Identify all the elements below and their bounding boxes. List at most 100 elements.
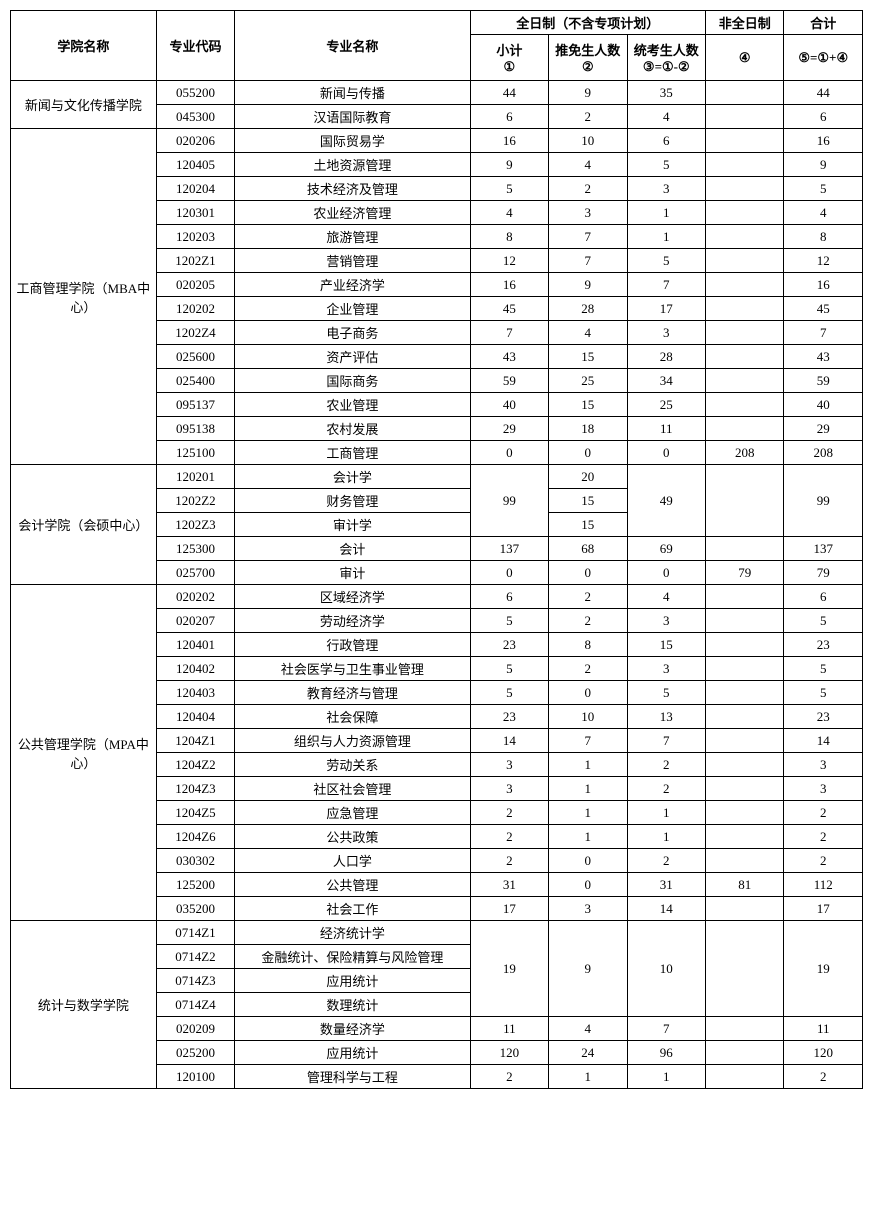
table-row: 统计与数学学院0714Z1经济统计学1991019: [11, 921, 863, 945]
cell-c5: 43: [784, 345, 863, 369]
cell-c2: 2: [549, 609, 627, 633]
cell-c4: [706, 1017, 784, 1041]
cell-c3: 96: [627, 1041, 705, 1065]
cell-c1: 2: [470, 801, 548, 825]
cell-c1: 99: [470, 465, 548, 537]
cell-c2: 7: [549, 225, 627, 249]
cell-c5: 4: [784, 201, 863, 225]
cell-c2: 15: [549, 393, 627, 417]
cell-major: 国际贸易学: [235, 129, 470, 153]
cell-c2: 8: [549, 633, 627, 657]
cell-major: 会计: [235, 537, 470, 561]
cell-c4: [706, 249, 784, 273]
cell-c3: 17: [627, 297, 705, 321]
cell-major: 劳动经济学: [235, 609, 470, 633]
cell-c3: 5: [627, 681, 705, 705]
cell-code: 020207: [156, 609, 234, 633]
cell-c5: 112: [784, 873, 863, 897]
cell-major: 技术经济及管理: [235, 177, 470, 201]
cell-code: 120403: [156, 681, 234, 705]
cell-c2: 1: [549, 753, 627, 777]
cell-c3: 5: [627, 153, 705, 177]
cell-college: 会计学院（会硕中心）: [11, 465, 157, 585]
cell-c4: [706, 681, 784, 705]
cell-c1: 5: [470, 609, 548, 633]
cell-major: 应用统计: [235, 1041, 470, 1065]
cell-code: 020202: [156, 585, 234, 609]
table-row: 公共管理学院（MPA中心）020202区域经济学6246: [11, 585, 863, 609]
cell-c5: 23: [784, 705, 863, 729]
cell-c3: 11: [627, 417, 705, 441]
cell-c5: 23: [784, 633, 863, 657]
cell-code: 125300: [156, 537, 234, 561]
cell-c4: [706, 297, 784, 321]
cell-c1: 12: [470, 249, 548, 273]
cell-c4: [706, 1041, 784, 1065]
cell-code: 0714Z4: [156, 993, 234, 1017]
cell-major: 审计: [235, 561, 470, 585]
cell-major: 农业管理: [235, 393, 470, 417]
cell-c5: 99: [784, 465, 863, 537]
cell-c3: 1: [627, 201, 705, 225]
cell-major: 公共管理: [235, 873, 470, 897]
cell-c4: [706, 105, 784, 129]
cell-c5: 9: [784, 153, 863, 177]
cell-c2: 4: [549, 153, 627, 177]
cell-c4: 79: [706, 561, 784, 585]
cell-c4: [706, 417, 784, 441]
cell-c1: 17: [470, 897, 548, 921]
cell-c3: 25: [627, 393, 705, 417]
cell-major: 汉语国际教育: [235, 105, 470, 129]
cell-c2: 2: [549, 105, 627, 129]
cell-c1: 2: [470, 849, 548, 873]
cell-code: 020205: [156, 273, 234, 297]
cell-c1: 2: [470, 825, 548, 849]
cell-c5: 2: [784, 825, 863, 849]
cell-c4: [706, 801, 784, 825]
cell-major: 经济统计学: [235, 921, 470, 945]
cell-c3: 1: [627, 801, 705, 825]
cell-code: 1202Z2: [156, 489, 234, 513]
cell-code: 045300: [156, 105, 234, 129]
cell-c3: 3: [627, 657, 705, 681]
cell-c4: [706, 369, 784, 393]
cell-c5: 8: [784, 225, 863, 249]
table-body: 新闻与文化传播学院055200新闻与传播4493544045300汉语国际教育6…: [11, 81, 863, 1089]
cell-c5: 19: [784, 921, 863, 1017]
cell-code: 1204Z6: [156, 825, 234, 849]
cell-c4: [706, 657, 784, 681]
cell-c1: 3: [470, 753, 548, 777]
cell-c4: [706, 585, 784, 609]
cell-c4: [706, 225, 784, 249]
cell-c4: [706, 705, 784, 729]
cell-code: 1202Z3: [156, 513, 234, 537]
cell-c4: [706, 729, 784, 753]
cell-c4: [706, 345, 784, 369]
cell-c2: 1: [549, 801, 627, 825]
cell-c2: 2: [549, 177, 627, 201]
cell-major: 组织与人力资源管理: [235, 729, 470, 753]
cell-code: 120402: [156, 657, 234, 681]
cell-c3: 14: [627, 897, 705, 921]
cell-major: 国际商务: [235, 369, 470, 393]
cell-c1: 43: [470, 345, 548, 369]
cell-c3: 3: [627, 321, 705, 345]
cell-c2: 68: [549, 537, 627, 561]
cell-code: 035200: [156, 897, 234, 921]
cell-code: 025400: [156, 369, 234, 393]
cell-major: 社区社会管理: [235, 777, 470, 801]
cell-c4: [706, 777, 784, 801]
cell-c1: 5: [470, 177, 548, 201]
cell-code: 1202Z4: [156, 321, 234, 345]
cell-code: 0714Z2: [156, 945, 234, 969]
cell-code: 025200: [156, 1041, 234, 1065]
cell-c2: 15: [549, 345, 627, 369]
cell-code: 120203: [156, 225, 234, 249]
cell-college: 新闻与文化传播学院: [11, 81, 157, 129]
cell-c1: 5: [470, 681, 548, 705]
cell-major: 管理科学与工程: [235, 1065, 470, 1089]
cell-major: 电子商务: [235, 321, 470, 345]
table-row: 会计学院（会硕中心）120201会计学99204999: [11, 465, 863, 489]
cell-c3: 15: [627, 633, 705, 657]
cell-c5: 16: [784, 129, 863, 153]
